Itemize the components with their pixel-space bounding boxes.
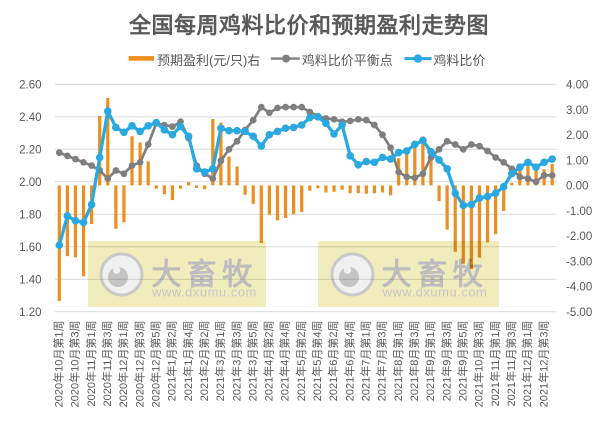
svg-text:2021年2月第2周: 2021年2月第2周 <box>197 321 211 402</box>
svg-text:2020年11月第1周: 2020年11月第1周 <box>84 321 98 407</box>
svg-text:2020年12月第5周: 2020年12月第5周 <box>148 321 162 408</box>
svg-text:1.00: 1.00 <box>566 155 588 167</box>
svg-text:2021年3月第1周: 2021年3月第1周 <box>213 321 227 402</box>
svg-text:2021年3月第5周: 2021年3月第5周 <box>245 321 259 402</box>
svg-text:-5.00: -5.00 <box>566 307 592 319</box>
svg-text:预期盈利(元/只)右: 预期盈利(元/只)右 <box>157 53 260 68</box>
svg-text:鸡料比价: 鸡料比价 <box>433 53 485 68</box>
svg-text:2021年11月第1周: 2021年11月第1周 <box>488 321 502 407</box>
svg-text:2021年12月第1周: 2021年12月第1周 <box>520 321 534 408</box>
svg-text:1.80: 1.80 <box>19 209 41 221</box>
svg-text:-4.00: -4.00 <box>566 282 592 294</box>
svg-text:2021年3月第3周: 2021年3月第3周 <box>229 321 243 402</box>
svg-text:1.60: 1.60 <box>19 242 41 254</box>
svg-text:2020年12月第1周: 2020年12月第1周 <box>116 321 130 408</box>
svg-text:2021年8月第1周: 2021年8月第1周 <box>391 321 405 402</box>
svg-text:2021年5月第2周: 2021年5月第2周 <box>294 321 308 402</box>
svg-text:2020年11月第3周: 2020年11月第3周 <box>100 321 114 407</box>
svg-text:-2.00: -2.00 <box>566 231 592 243</box>
svg-text:全国每周鸡料比价和预期盈利走势图: 全国每周鸡料比价和预期盈利走势图 <box>128 13 489 38</box>
svg-text:2.00: 2.00 <box>566 130 588 142</box>
svg-text:大畜牧: 大畜牧 <box>151 258 258 292</box>
svg-text:1.20: 1.20 <box>19 307 41 319</box>
svg-text:1.40: 1.40 <box>19 274 41 286</box>
svg-text:2021年9月第5周: 2021年9月第5周 <box>456 321 470 402</box>
svg-text:0.00: 0.00 <box>566 181 588 193</box>
svg-text:2021年6月第4周: 2021年6月第4周 <box>342 321 356 402</box>
svg-text:2020年12月第3周: 2020年12月第3周 <box>132 321 146 408</box>
svg-text:2021年9月第1周: 2021年9月第1周 <box>423 321 437 402</box>
svg-text:www.dxumu.com: www.dxumu.com <box>151 285 257 300</box>
svg-text:2020年10月第3周: 2020年10月第3周 <box>68 321 82 408</box>
svg-text:2.40: 2.40 <box>19 112 41 124</box>
svg-text:2021年1月第4周: 2021年1月第4周 <box>181 321 195 402</box>
svg-text:2021年8月第3周: 2021年8月第3周 <box>407 321 421 402</box>
svg-text:2020年10月第1周: 2020年10月第1周 <box>52 321 66 408</box>
svg-text:大畜牧: 大畜牧 <box>382 258 489 292</box>
svg-text:-1.00: -1.00 <box>566 206 592 218</box>
svg-text:2021年7月第1周: 2021年7月第1周 <box>359 321 373 402</box>
svg-text:鸡料比价平衡点: 鸡料比价平衡点 <box>302 53 393 68</box>
svg-text:www.dxumu.com: www.dxumu.com <box>382 285 488 300</box>
svg-text:2.60: 2.60 <box>19 80 41 92</box>
svg-text:2021年5月第4周: 2021年5月第4周 <box>310 321 324 402</box>
svg-text:3.00: 3.00 <box>566 105 588 117</box>
svg-text:2021年4月第2周: 2021年4月第2周 <box>262 321 276 402</box>
svg-text:2021年7月第3周: 2021年7月第3周 <box>375 321 389 402</box>
svg-text:2021年10月第3周: 2021年10月第3周 <box>472 321 486 408</box>
svg-text:4.00: 4.00 <box>566 80 588 92</box>
svg-text:2021年9月第3周: 2021年9月第3周 <box>439 320 453 401</box>
svg-text:2021年1月第2周: 2021年1月第2周 <box>165 321 179 402</box>
svg-text:2.00: 2.00 <box>19 177 41 189</box>
svg-text:-3.00: -3.00 <box>566 256 592 268</box>
svg-text:2021年6月第2周: 2021年6月第2周 <box>326 321 340 402</box>
svg-text:2021年4月第4周: 2021年4月第4周 <box>278 321 292 402</box>
svg-text:2.20: 2.20 <box>19 144 41 156</box>
svg-text:2021年12月第3周: 2021年12月第3周 <box>536 321 550 408</box>
svg-text:2021年11月第3周: 2021年11月第3周 <box>504 321 518 407</box>
